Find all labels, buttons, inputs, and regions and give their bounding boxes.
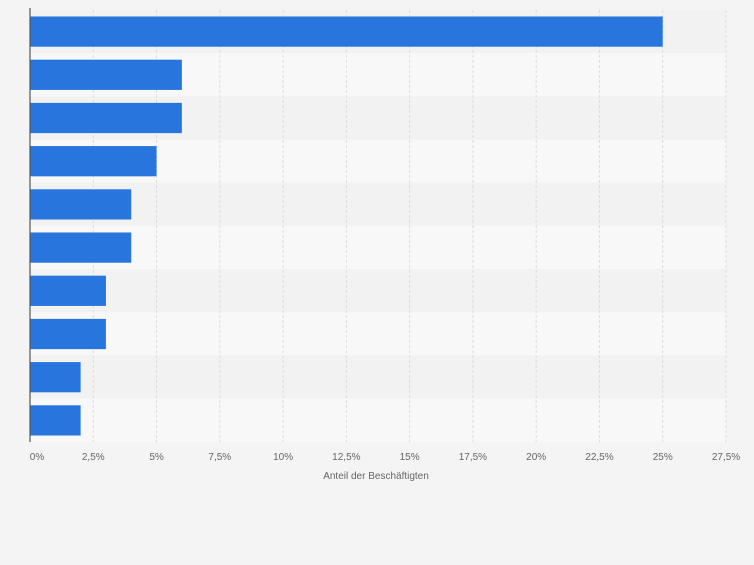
x-axis-label: Anteil der Beschäftigten xyxy=(323,471,429,482)
bar[interactable] xyxy=(30,405,81,436)
bar[interactable] xyxy=(30,59,182,90)
bar[interactable] xyxy=(30,189,132,220)
x-tick-labels: 0% 2,5% 5% 7,5% 10% 12,5% 15% 17,5% 20% 22,5% 25% 2… xyxy=(30,452,741,463)
x-tick-label: 0% xyxy=(30,452,45,463)
row-band xyxy=(30,398,726,442)
row-band xyxy=(30,226,726,270)
x-tick-label: 17,5% xyxy=(459,452,487,463)
bar[interactable] xyxy=(30,318,106,350)
row-band xyxy=(30,269,726,313)
x-tick-label: 7,5% xyxy=(208,452,231,463)
x-tick-label: 20% xyxy=(526,452,546,463)
x-tick-label: 10% xyxy=(273,452,293,463)
bar[interactable] xyxy=(30,232,132,263)
bar[interactable] xyxy=(30,102,182,134)
x-tick-label: 25% xyxy=(653,452,673,463)
x-tick-label: 2,5% xyxy=(82,452,105,463)
x-tick-label: 22,5% xyxy=(585,452,613,463)
row-band xyxy=(30,182,726,226)
bar[interactable] xyxy=(30,275,106,306)
row-band xyxy=(30,312,726,356)
bar[interactable] xyxy=(30,16,663,47)
bar[interactable] xyxy=(30,362,81,393)
bar[interactable] xyxy=(30,146,157,177)
x-tick-label: 27,5% xyxy=(712,452,740,463)
x-tick-label: 15% xyxy=(400,452,420,463)
row-bands xyxy=(30,10,726,442)
x-tick-label: 5% xyxy=(149,452,164,463)
bars xyxy=(30,16,663,436)
x-tick-label: 12,5% xyxy=(332,452,360,463)
row-band xyxy=(30,355,726,399)
